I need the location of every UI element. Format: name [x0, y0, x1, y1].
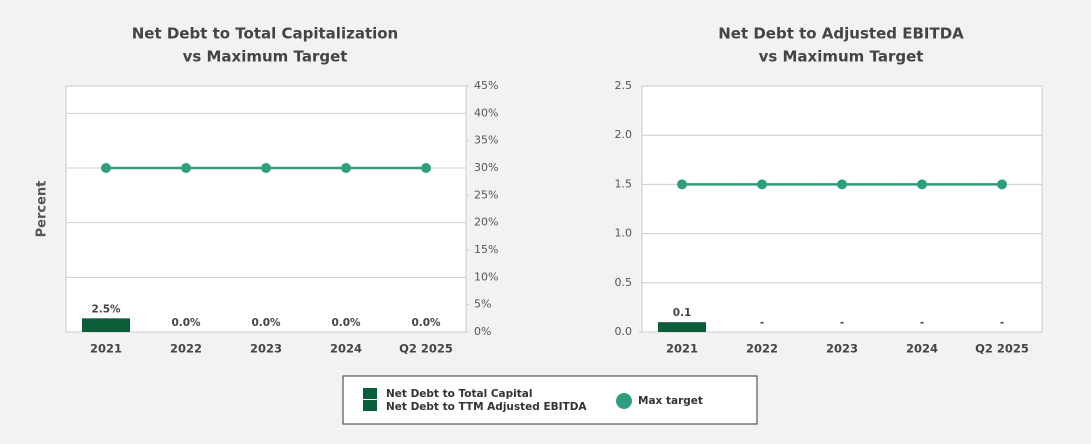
- bar: [82, 318, 130, 332]
- y-tick-label: 20%: [474, 216, 498, 229]
- line-marker: [261, 163, 271, 173]
- y-tick-label: 1.0: [615, 227, 633, 240]
- y-tick-label: 0.5: [615, 276, 633, 289]
- chart-title: Net Debt to Total Capitalization: [132, 25, 399, 43]
- legend-label: Net Debt to Total Capital: [386, 388, 532, 400]
- line-marker: [997, 179, 1007, 190]
- x-tick-label: Q2 2025: [975, 342, 1029, 356]
- y-tick-label: 35%: [474, 134, 498, 147]
- line-marker: [677, 179, 687, 190]
- legend-label: Net Debt to TTM Adjusted EBITDA: [386, 401, 587, 413]
- legend-swatch: [363, 388, 377, 399]
- line-marker: [421, 163, 431, 173]
- x-tick-label: 2024: [906, 342, 938, 356]
- y-tick-label: 5%: [474, 298, 491, 311]
- y-tick-label: 2.5: [615, 79, 633, 92]
- y-tick-label: 2.0: [615, 128, 633, 141]
- legend-label: Max target: [638, 395, 703, 407]
- y-tick-label: 40%: [474, 106, 498, 119]
- x-tick-label: Q2 2025: [399, 342, 453, 356]
- chart-title: Net Debt to Adjusted EBITDA: [718, 25, 964, 43]
- legend-box: [342, 375, 758, 425]
- x-tick-label: 2022: [170, 342, 202, 356]
- y-tick-label: 10%: [474, 270, 498, 283]
- data-label: -: [1000, 317, 1004, 329]
- x-tick-label: 2023: [826, 342, 858, 356]
- bar: [658, 322, 706, 332]
- chart-title: vs Maximum Target: [759, 48, 924, 66]
- y-tick-label: 1.5: [615, 177, 633, 190]
- line-marker: [837, 179, 847, 190]
- line-marker: [917, 179, 927, 190]
- y-tick-label: 0.0: [615, 325, 633, 338]
- plot-area: [65, 85, 467, 333]
- y-tick-label: 45%: [474, 79, 498, 92]
- legend-swatch: [616, 393, 632, 409]
- y-tick-label: 15%: [474, 243, 498, 256]
- y-tick-label: 0%: [474, 325, 491, 338]
- data-label: 0.0%: [251, 317, 281, 329]
- data-label: 0.0%: [411, 317, 441, 329]
- y-tick-label: 25%: [474, 188, 498, 201]
- data-label: 0.1: [673, 307, 692, 319]
- data-label: -: [920, 317, 924, 329]
- x-tick-label: 2024: [330, 342, 362, 356]
- line-marker: [757, 179, 767, 190]
- data-label: 0.0%: [331, 317, 361, 329]
- plot-area: [641, 85, 1043, 333]
- x-tick-label: 2022: [746, 342, 778, 356]
- line-marker: [341, 163, 351, 173]
- x-tick-label: 2021: [90, 342, 122, 356]
- legend-swatch: [363, 400, 377, 411]
- data-label: -: [840, 317, 844, 329]
- x-tick-label: 2023: [250, 342, 282, 356]
- line-marker: [181, 163, 191, 173]
- data-label: -: [760, 317, 764, 329]
- data-label: 0.0%: [171, 317, 201, 329]
- line-marker: [101, 163, 111, 173]
- y-tick-label: 30%: [474, 161, 498, 174]
- data-label: 2.5%: [91, 303, 121, 315]
- y-axis-label: Percent: [35, 181, 50, 238]
- chart-title: vs Maximum Target: [183, 48, 348, 66]
- x-tick-label: 2021: [666, 342, 698, 356]
